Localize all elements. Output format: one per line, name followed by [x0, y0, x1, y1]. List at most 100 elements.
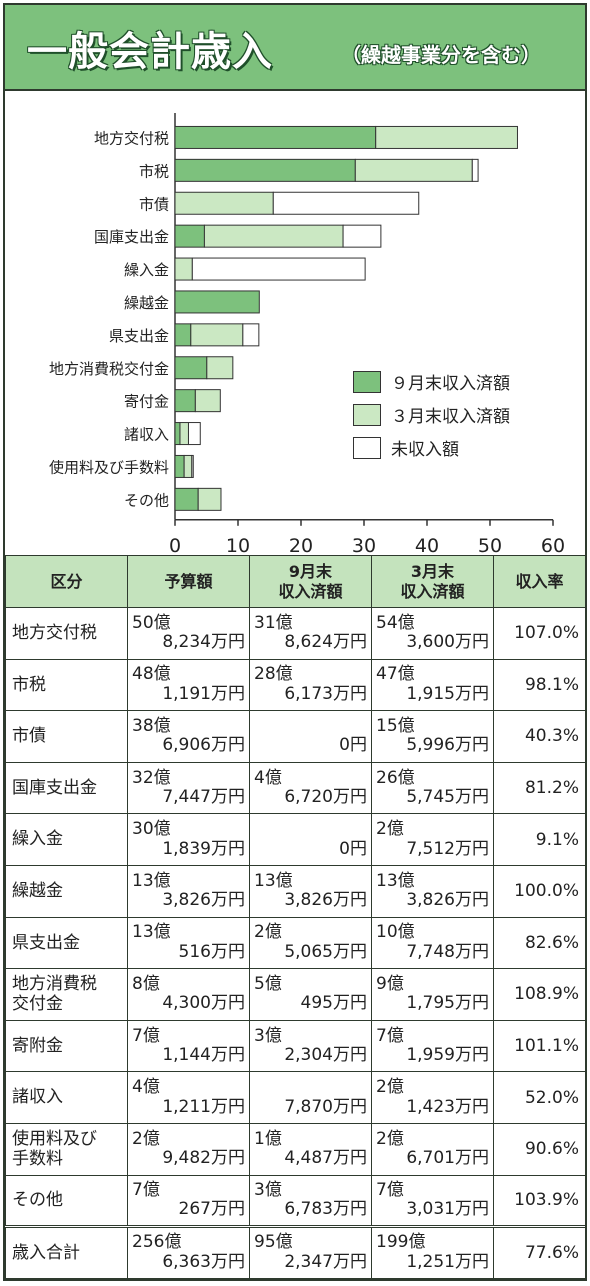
- sep-received-cell: 1億 4,487万円: [249, 1122, 372, 1176]
- column-header: 予算額: [127, 555, 250, 608]
- bar-segment-3: [191, 454, 194, 478]
- mar-received-cell: 7億 3,031万円: [371, 1174, 494, 1228]
- table-row: 使用料及び 手数料 2億 9,482万円 1億 4,487万円 2億 6,701万円 90.6%: [5, 1122, 586, 1176]
- bar-segment-2: [206, 356, 234, 380]
- sep-received-cell: 3億 6,783万円: [249, 1174, 372, 1228]
- column-header: 3月末 収入済額: [371, 555, 494, 608]
- category-cell: 諸収入: [5, 1071, 128, 1124]
- mar-received-cell: 2億 6,701万円: [371, 1122, 494, 1176]
- rate-cell: 82.6%: [493, 916, 586, 970]
- revenue-table: 区分 予算額 9月末 収入済額 3月末 収入済額 収入率 地方交付税 50億 8,234万円 31…: [5, 555, 586, 1279]
- sep-received-cell: 31億 8,624万円: [249, 607, 372, 660]
- column-header: 9月末 収入済額: [249, 555, 372, 608]
- x-tick-label: 0: [169, 535, 181, 555]
- table-row: その他 7億 267万円 3億 6,783万円 7億 3,031万円 103.9%: [5, 1174, 586, 1228]
- bar-chart: 0102030405060（億円）地方交付税市税市債国庫支出金繰入金繰越金県支出…: [49, 113, 565, 555]
- bar-segment-3: [272, 191, 420, 215]
- legend-swatch: [353, 370, 381, 393]
- category-label: 国庫支出金: [94, 228, 169, 246]
- mar-received-cell: 54億 3,600万円: [371, 607, 494, 660]
- rate-cell: 81.2%: [493, 761, 586, 815]
- x-tick-label: 20: [289, 535, 313, 555]
- rate-cell: 103.9%: [493, 1174, 586, 1228]
- budget-cell: 50億 8,234万円: [127, 607, 250, 660]
- bar-segment-2: [194, 389, 221, 413]
- bar-segment-1: [174, 290, 260, 314]
- rate-cell: 108.9%: [493, 968, 586, 1021]
- mar-received-cell: 199億 1,251万円: [371, 1225, 494, 1279]
- bar-segment-1: [174, 158, 356, 182]
- legend-item: 未収入額: [353, 431, 510, 464]
- table-row: 国庫支出金 32億 7,447万円 4億 6,720万円 26億 5,745万円 81.2%: [5, 761, 586, 815]
- column-header: 収入率: [493, 555, 586, 608]
- bar-segment-1: [174, 422, 181, 446]
- table-body: 地方交付税 50億 8,234万円 31億 8,624万円 54億 3,600万円 107.0…: [5, 607, 586, 1279]
- category-label: 繰越金: [124, 294, 169, 312]
- legend-label: ３月末収入済額: [391, 407, 510, 427]
- bar-segment-3: [342, 224, 382, 248]
- category-cell: 歳入合計: [5, 1225, 128, 1279]
- sep-received-cell: 4億 6,720万円: [249, 761, 372, 815]
- table-row: 繰入金 30億 1,839万円 0円 2億 7,512万円 9.1%: [5, 813, 586, 866]
- legend-item: ９月末収入済額: [353, 365, 510, 398]
- sep-received-cell: 7,870万円: [249, 1071, 372, 1124]
- rate-cell: 98.1%: [493, 658, 586, 712]
- category-label: 使用料及び手数料: [49, 458, 169, 476]
- budget-cell: 256億 6,363万円: [127, 1225, 250, 1279]
- mar-received-cell: 2億 1,423万円: [371, 1071, 494, 1124]
- category-label: 県支出金: [109, 327, 169, 345]
- table-row: 繰越金 13億 3,826万円 13億 3,826万円 13億 3,826万円 100.0%: [5, 864, 586, 918]
- category-cell: 地方消費税 交付金: [5, 968, 128, 1021]
- budget-cell: 32億 7,447万円: [127, 761, 250, 815]
- category-cell: 寄附金: [5, 1019, 128, 1073]
- budget-cell: 4億 1,211万円: [127, 1071, 250, 1124]
- sep-received-cell: 5億 495万円: [249, 968, 372, 1021]
- category-cell: 県支出金: [5, 916, 128, 970]
- legend-label: ９月末収入済額: [391, 374, 510, 394]
- bar-segment-1: [174, 454, 185, 478]
- chart-area: 0102030405060（億円）地方交付税市税市債国庫支出金繰入金繰越金県支出…: [5, 93, 585, 555]
- rate-cell: 9.1%: [493, 813, 586, 866]
- bar-segment-3: [191, 257, 366, 281]
- bar-segment-2: [183, 454, 193, 478]
- mar-received-cell: 9億 1,795万円: [371, 968, 494, 1021]
- rate-cell: 100.0%: [493, 864, 586, 918]
- mar-received-cell: 47億 1,915万円: [371, 658, 494, 712]
- bar-segment-2: [197, 487, 222, 511]
- category-label: 地方消費税交付金: [49, 360, 169, 378]
- bar-segment-1: [174, 356, 208, 380]
- budget-cell: 38億 6,906万円: [127, 710, 250, 763]
- legend-item: ３月末収入済額: [353, 398, 510, 431]
- page-subtitle: （繰越事業分を含む）: [341, 43, 541, 67]
- chart-legend: ９月末収入済額 ３月末収入済額 未収入額: [353, 365, 510, 464]
- bar-segment-3: [242, 323, 260, 347]
- category-cell: 市債: [5, 710, 128, 763]
- budget-cell: 13億 516万円: [127, 916, 250, 970]
- bar-segment-2: [174, 191, 274, 215]
- category-label: 市税: [139, 162, 169, 180]
- budget-cell: 30億 1,839万円: [127, 813, 250, 866]
- category-cell: 地方交付税: [5, 607, 128, 660]
- category-cell: 繰越金: [5, 864, 128, 918]
- bar-segment-2: [354, 158, 473, 182]
- legend-label: 未収入額: [391, 440, 459, 460]
- bar-segment-1: [174, 389, 196, 413]
- rate-cell: 107.0%: [493, 607, 586, 660]
- sep-received-cell: 13億 3,826万円: [249, 864, 372, 918]
- x-tick-label: 60: [541, 535, 565, 555]
- x-tick-label: 50: [478, 535, 502, 555]
- table-row: 寄附金 7億 1,144万円 3億 2,304万円 7億 1,959万円 101.1%: [5, 1019, 586, 1073]
- bar-segment-1: [174, 125, 377, 149]
- sep-received-cell: 2億 5,065万円: [249, 916, 372, 970]
- legend-swatch: [353, 436, 381, 459]
- legend-swatch: [353, 403, 381, 426]
- bar-segment-2: [375, 125, 518, 149]
- x-tick-label: 10: [226, 535, 250, 555]
- rate-cell: 90.6%: [493, 1122, 586, 1176]
- budget-cell: 48億 1,191万円: [127, 658, 250, 712]
- mar-received-cell: 26億 5,745万円: [371, 761, 494, 815]
- table-row: 歳入合計 256億 6,363万円 95億 2,347万円 199億 1,251万円 77.6…: [5, 1225, 586, 1279]
- table-row: 市債 38億 6,906万円 0円 15億 5,996万円 40.3%: [5, 710, 586, 763]
- table-row: 地方消費税 交付金 8億 4,300万円 5億 495万円 9億 1,795万円 108.9%: [5, 968, 586, 1021]
- sep-received-cell: 3億 2,304万円: [249, 1019, 372, 1073]
